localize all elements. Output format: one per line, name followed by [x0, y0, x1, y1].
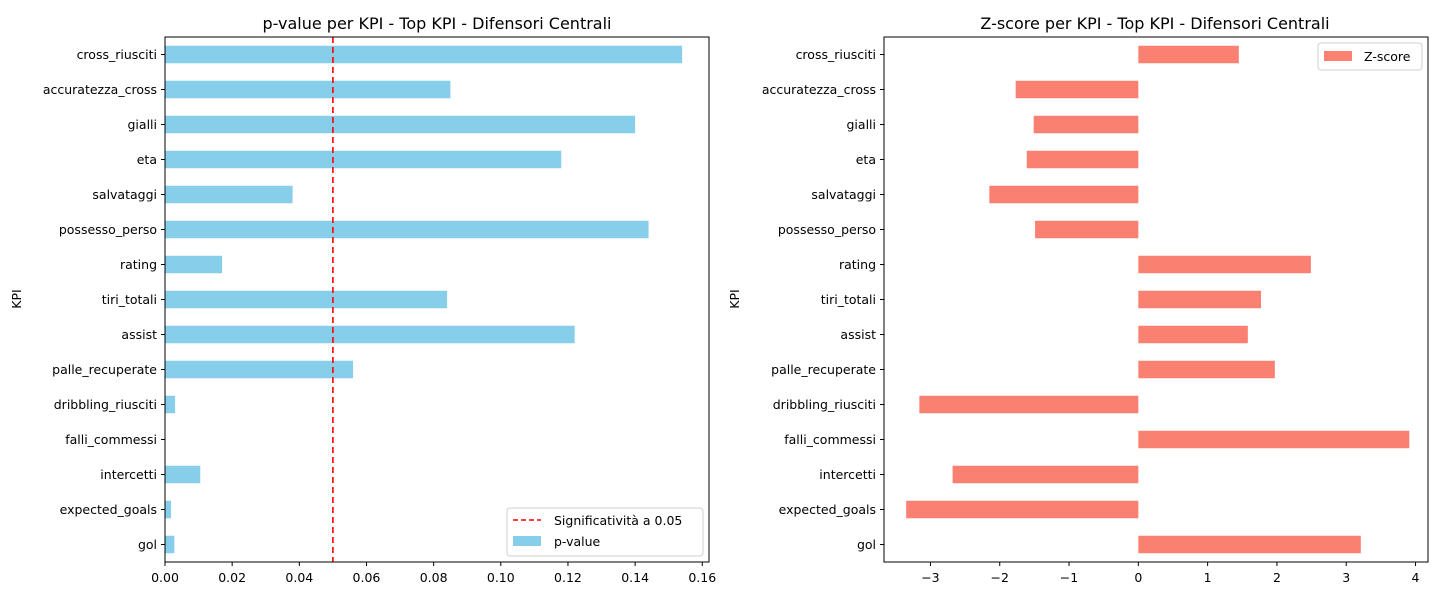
pvalue-xtick-label: 0.06: [353, 570, 381, 585]
zscore-ytick-label-rating: rating: [839, 257, 876, 272]
pvalue-bar-gialli: [165, 115, 636, 134]
pvalue-bar-palle_recuperate: [165, 360, 354, 379]
zscore-bar-assist: [1138, 325, 1248, 344]
zscore-bar-intercetti: [952, 465, 1139, 484]
legend-zscore-swatch: [1324, 51, 1352, 61]
zscore-legend: Z-score: [1317, 42, 1423, 71]
zscore-bar-salvataggi: [989, 185, 1139, 204]
zscore-ytick-label-gialli: gialli: [847, 117, 877, 132]
zscore-chart: Z-score per KPI - Top KPI - Difensori Ce…: [727, 14, 1429, 585]
zscore-x-ticks: −3 −2 −1 0 1 2 3 4: [921, 562, 1420, 585]
pvalue-bar-eta: [165, 150, 562, 169]
zscore-ytick-label-tiri_totali: tiri_totali: [821, 292, 876, 307]
pvalue-ytick-label-eta: eta: [137, 152, 157, 167]
pvalue-ytick-label-salvataggi: salvataggi: [92, 187, 157, 202]
zscore-xtick-label: −3: [921, 570, 939, 585]
pvalue-ytick-label-accuratezza_cross: accuratezza_cross: [43, 82, 157, 97]
zscore-ytick-label-salvataggi: salvataggi: [811, 187, 876, 202]
zscore-bar-accuratezza_cross: [1015, 80, 1139, 99]
legend-pvalue-swatch: [513, 536, 541, 546]
zscore-xtick-label: 3: [1342, 570, 1350, 585]
zscore-xtick-label: 2: [1273, 570, 1281, 585]
zscore-xtick-label: −1: [1060, 570, 1078, 585]
legend-significance-label: Significatività a 0.05: [554, 513, 682, 528]
pvalue-bar-intercetti: [165, 465, 201, 484]
pvalue-ytick-label-intercetti: intercetti: [100, 467, 157, 482]
zscore-bar-gol: [1138, 535, 1361, 554]
pvalue-plot-frame: [164, 36, 710, 563]
pvalue-xtick-label: 0.12: [554, 570, 582, 585]
pvalue-bar-dribbling_riusciti: [165, 395, 176, 414]
zscore-xtick-label: 4: [1412, 570, 1420, 585]
pvalue-bar-accuratezza_cross: [165, 80, 451, 99]
zscore-bar-cross_riusciti: [1138, 45, 1239, 64]
pvalue-ytick-label-gol: gol: [138, 537, 157, 552]
zscore-ytick-label-falli_commessi: falli_commessi: [784, 432, 876, 447]
pvalue-xtick-label: 0.16: [688, 570, 716, 585]
pvalue-bar-expected_goals: [165, 500, 172, 519]
pvalue-xtick-label: 0.00: [151, 570, 179, 585]
zscore-bar-palle_recuperate: [1138, 360, 1275, 379]
zscore-ytick-label-expected_goals: expected_goals: [779, 502, 876, 517]
pvalue-bar-cross_riusciti: [165, 45, 683, 64]
zscore-xtick-label: 1: [1204, 570, 1212, 585]
pvalue-ytick-label-rating: rating: [120, 257, 157, 272]
pvalue-xtick-label: 0.02: [218, 570, 246, 585]
zscore-ytick-label-gol: gol: [857, 537, 876, 552]
pvalue-bar-assist: [165, 325, 575, 344]
pvalue-xtick-label: 0.08: [420, 570, 448, 585]
pvalue-ytick-label-expected_goals: expected_goals: [60, 502, 157, 517]
pvalue-x-ticks: 0.00 0.02 0.04 0.06 0.08 0.10 0.12 0.14 0.16: [151, 562, 716, 585]
pvalue-bar-tiri_totali: [165, 290, 448, 309]
zscore-y-axis-label: KPI: [727, 289, 742, 308]
legend-pvalue-label: p-value: [554, 534, 601, 549]
pvalue-bar-possesso_perso: [165, 220, 649, 239]
pvalue-legend: Significatività a 0.05 p-value: [506, 507, 704, 557]
zscore-ytick-label-accuratezza_cross: accuratezza_cross: [762, 82, 876, 97]
zscore-ytick-label-intercetti: intercetti: [819, 467, 876, 482]
pvalue-chart-title: p-value per KPI - Top KPI - Difensori Ce…: [263, 14, 612, 33]
pvalue-ytick-label-cross_riusciti: cross_riusciti: [77, 47, 157, 62]
zscore-bar-rating: [1138, 255, 1311, 274]
zscore-bar-tiri_totali: [1138, 290, 1261, 309]
pvalue-bar-gol: [165, 535, 175, 554]
zscore-bar-eta: [1026, 150, 1139, 169]
zscore-bars: [906, 45, 1410, 554]
zscore-bar-falli_commessi: [1138, 430, 1410, 449]
zscore-bar-expected_goals: [906, 500, 1139, 519]
pvalue-ytick-label-tiri_totali: tiri_totali: [102, 292, 157, 307]
pvalue-ytick-label-falli_commessi: falli_commessi: [65, 432, 157, 447]
zscore-ytick-label-dribbling_riusciti: dribbling_riusciti: [773, 397, 876, 412]
pvalue-chart: p-value per KPI - Top KPI - Difensori Ce…: [9, 14, 716, 585]
pvalue-ytick-label-assist: assist: [121, 327, 157, 342]
pvalue-xtick-label: 0.10: [487, 570, 515, 585]
pvalue-ytick-label-possesso_perso: possesso_perso: [59, 222, 157, 237]
zscore-ytick-label-cross_riusciti: cross_riusciti: [796, 47, 876, 62]
zscore-xtick-label: −2: [991, 570, 1009, 585]
zscore-ytick-label-palle_recuperate: palle_recuperate: [771, 362, 876, 377]
legend-zscore-label: Z-score: [1364, 49, 1411, 64]
zscore-ytick-label-assist: assist: [840, 327, 876, 342]
zscore-plot-frame: [883, 36, 1429, 563]
zscore-xtick-label: 0: [1134, 570, 1142, 585]
zscore-ytick-label-eta: eta: [856, 152, 876, 167]
pvalue-bars: [165, 45, 683, 554]
zscore-bar-gialli: [1033, 115, 1139, 134]
pvalue-y-axis-label: KPI: [9, 289, 24, 308]
pvalue-ytick-label-palle_recuperate: palle_recuperate: [52, 362, 157, 377]
zscore-chart-title: Z-score per KPI - Top KPI - Difensori Ce…: [980, 14, 1329, 33]
pvalue-bar-rating: [165, 255, 223, 274]
pvalue-bar-salvataggi: [165, 185, 293, 204]
zscore-ytick-label-possesso_perso: possesso_perso: [778, 222, 876, 237]
pvalue-ytick-label-gialli: gialli: [128, 117, 158, 132]
pvalue-xtick-label: 0.14: [621, 570, 649, 585]
zscore-bar-dribbling_riusciti: [919, 395, 1139, 414]
pvalue-xtick-label: 0.04: [285, 570, 313, 585]
zscore-bar-possesso_perso: [1035, 220, 1139, 239]
pvalue-ytick-label-dribbling_riusciti: dribbling_riusciti: [54, 397, 157, 412]
